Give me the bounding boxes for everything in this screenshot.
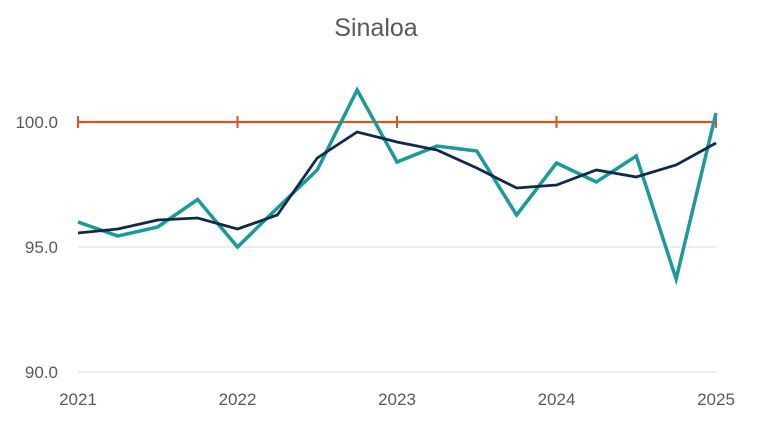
x-tick-label: 2022 [219, 390, 257, 409]
x-tick-label: 2021 [59, 390, 97, 409]
y-tick-label: 100.0 [15, 113, 58, 132]
x-tick-label: 2025 [697, 390, 735, 409]
y-tick-label: 90.0 [25, 363, 58, 382]
series-line-1 [77, 130, 717, 235]
x-tick-label: 2023 [378, 390, 416, 409]
x-tick-label: 2024 [538, 390, 576, 409]
y-tick-label: 95.0 [25, 238, 58, 257]
chart-title: Sinaloa [334, 14, 418, 42]
